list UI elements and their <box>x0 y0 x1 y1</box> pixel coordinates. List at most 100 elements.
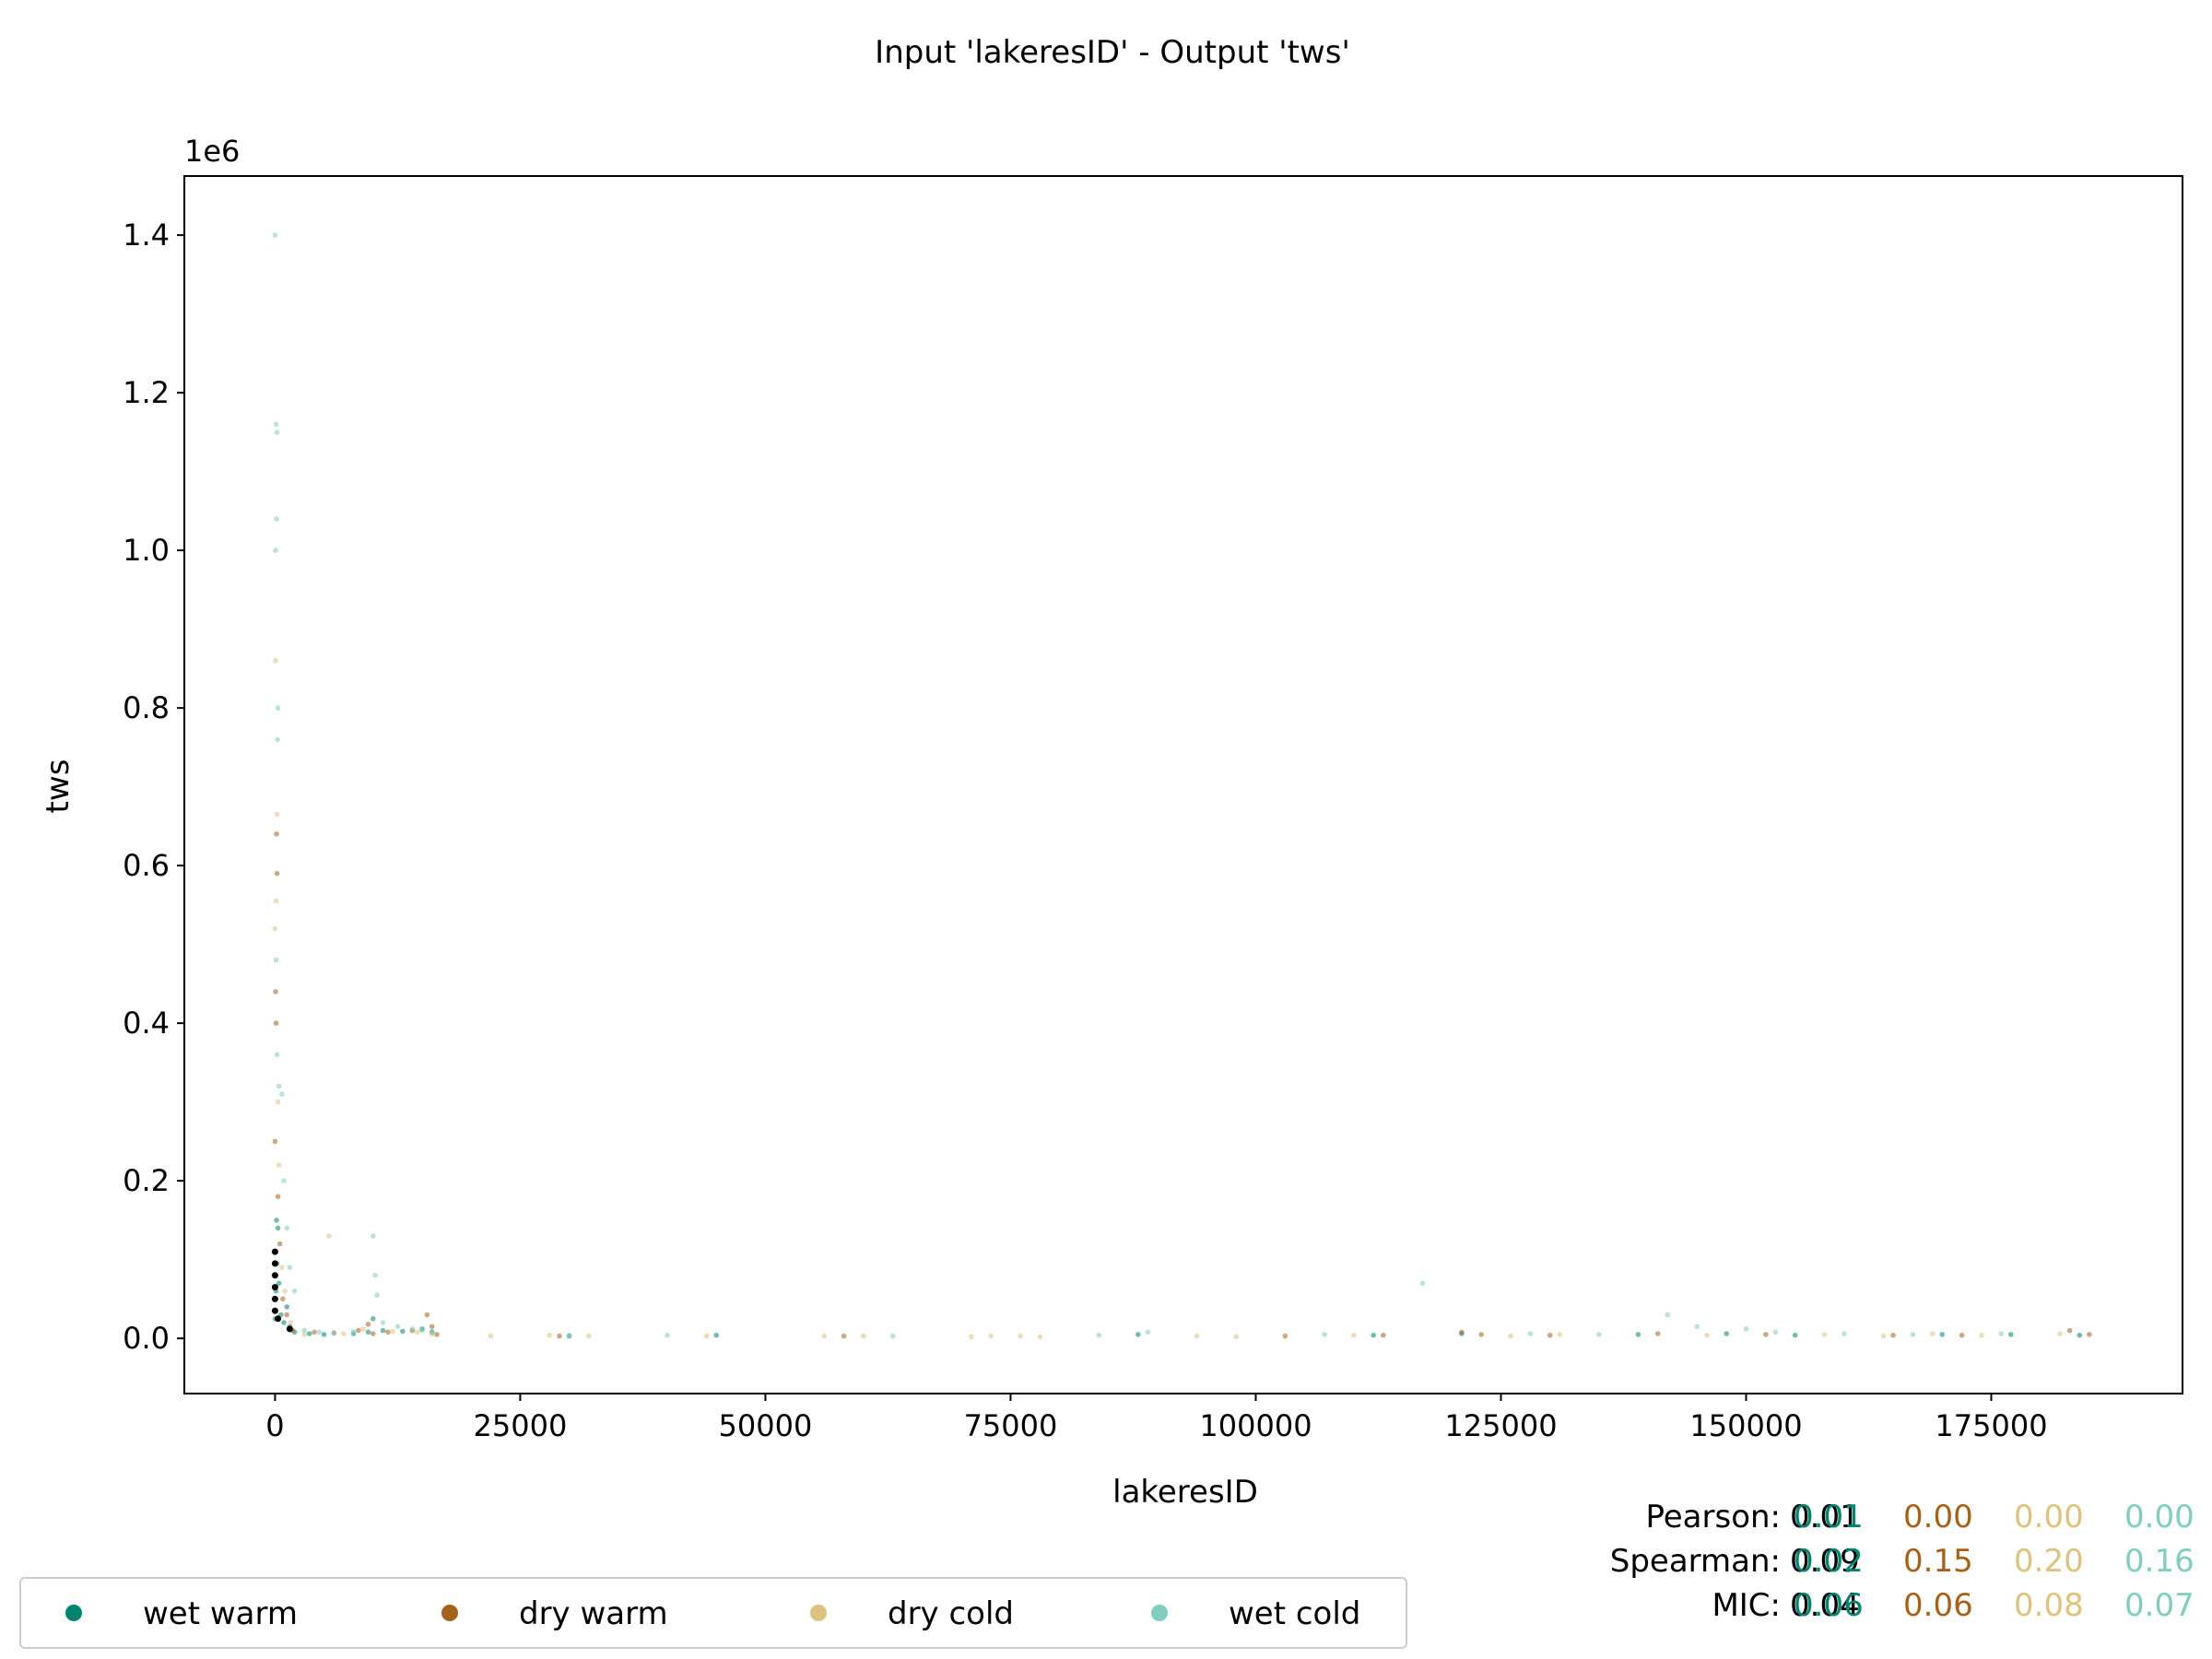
data-point <box>275 1099 281 1105</box>
legend-label: dry cold <box>888 1595 1014 1632</box>
x-tick-label: 75000 <box>964 1408 1058 1443</box>
data-point <box>282 1288 288 1294</box>
y-axis-label: tws <box>40 759 76 814</box>
stat-value-overall: 0.04 <box>1790 1587 1860 1624</box>
stat-value: 0.15 <box>1903 1543 1973 1580</box>
data-point <box>1135 1332 1141 1337</box>
data-point <box>665 1332 670 1338</box>
y-tick-label: 1.4 <box>123 218 170 253</box>
data-point <box>419 1327 425 1334</box>
legend-label: wet warm <box>143 1595 298 1632</box>
data-point <box>703 1333 710 1339</box>
data-point <box>557 1333 562 1339</box>
data-point <box>969 1334 974 1340</box>
data-point <box>385 1329 391 1335</box>
data-point <box>271 1295 278 1302</box>
data-point <box>1792 1332 1798 1338</box>
data-point <box>566 1332 572 1338</box>
data-point <box>1890 1332 1896 1338</box>
stat-label: Spearman: <box>1610 1543 1781 1580</box>
y-tick-label: 0.4 <box>123 1006 170 1041</box>
data-point <box>586 1333 592 1339</box>
y-tick-label: 0.8 <box>123 690 170 725</box>
x-axis-label: lakeresID <box>1112 1474 1258 1511</box>
data-point <box>279 1091 285 1097</box>
data-point <box>1772 1329 1779 1335</box>
data-point <box>1557 1332 1563 1337</box>
data-point <box>429 1328 435 1335</box>
data-point <box>1381 1332 1386 1338</box>
stat-value: 0.06 <box>1794 1587 1864 1624</box>
data-point <box>365 1329 371 1335</box>
data-point <box>331 1330 337 1335</box>
y-tick-label: 0.2 <box>123 1163 170 1198</box>
data-point <box>890 1333 896 1339</box>
stat-label: Pearson: <box>1645 1499 1781 1535</box>
data-point <box>1694 1324 1700 1330</box>
data-point <box>291 1288 298 1294</box>
data-points <box>271 232 2092 1340</box>
data-point <box>274 870 280 877</box>
data-point <box>326 1233 332 1239</box>
data-point <box>271 1307 278 1314</box>
data-point <box>1704 1332 1710 1338</box>
x-tick-label: 100000 <box>1199 1408 1312 1443</box>
data-point <box>424 1312 430 1318</box>
data-point <box>1763 1332 1769 1337</box>
data-point <box>272 1138 278 1145</box>
data-point <box>274 1052 280 1058</box>
data-point <box>1841 1331 1847 1336</box>
data-point <box>306 1331 312 1336</box>
data-point <box>1547 1332 1553 1338</box>
data-point <box>1654 1331 1661 1336</box>
legend-label: dry warm <box>519 1595 668 1632</box>
legend-marker <box>441 1605 458 1621</box>
stat-value: 0.06 <box>1903 1587 1973 1624</box>
data-point <box>1508 1333 1513 1339</box>
data-point <box>275 736 280 743</box>
data-point <box>341 1331 347 1336</box>
data-point <box>275 1225 281 1231</box>
data-point <box>1194 1333 1200 1339</box>
data-point <box>271 1272 278 1279</box>
data-point <box>312 1329 317 1335</box>
data-point <box>1478 1332 1484 1337</box>
data-point <box>273 898 279 904</box>
data-point <box>276 1083 282 1089</box>
legend: wet warm dry warm dry cold wet cold <box>19 1577 1407 1649</box>
data-point <box>301 1327 308 1334</box>
stat-value: 0.02 <box>1794 1543 1864 1580</box>
stat-label: MIC: <box>1712 1587 1781 1624</box>
data-point <box>321 1332 327 1337</box>
data-point <box>280 1296 286 1302</box>
data-point <box>400 1328 406 1335</box>
data-point <box>380 1320 386 1325</box>
stat-value: 0.07 <box>2124 1587 2194 1624</box>
x-tick-label: 175000 <box>1935 1408 2047 1443</box>
x-tick-label: 0 <box>265 1408 284 1443</box>
data-point <box>273 658 278 664</box>
data-point <box>1724 1331 1729 1336</box>
data-point <box>988 1333 994 1339</box>
legend-label: wet cold <box>1229 1595 1360 1632</box>
data-point <box>276 1280 282 1287</box>
data-point <box>380 1327 386 1334</box>
data-point <box>1351 1332 1357 1338</box>
data-point <box>275 705 281 711</box>
axis-ticks: 0 25000 50000 75000 100000 125000 150000 175000… <box>123 218 2047 1443</box>
legend-marker <box>810 1605 827 1621</box>
data-point <box>429 1324 435 1330</box>
stat-value: 0.20 <box>2014 1543 2084 1580</box>
data-point <box>2077 1332 2083 1338</box>
stat-value-overall: 0.01 <box>1790 1499 1860 1535</box>
data-point <box>273 421 279 428</box>
stat-value: 0.01 <box>1794 1499 1864 1535</box>
data-point <box>1233 1334 1239 1340</box>
data-point <box>1018 1333 1023 1339</box>
data-point <box>374 1292 380 1298</box>
data-point <box>434 1332 440 1337</box>
data-point <box>275 1194 281 1199</box>
stat-value: 0.16 <box>2124 1543 2194 1580</box>
data-point <box>371 1233 376 1239</box>
